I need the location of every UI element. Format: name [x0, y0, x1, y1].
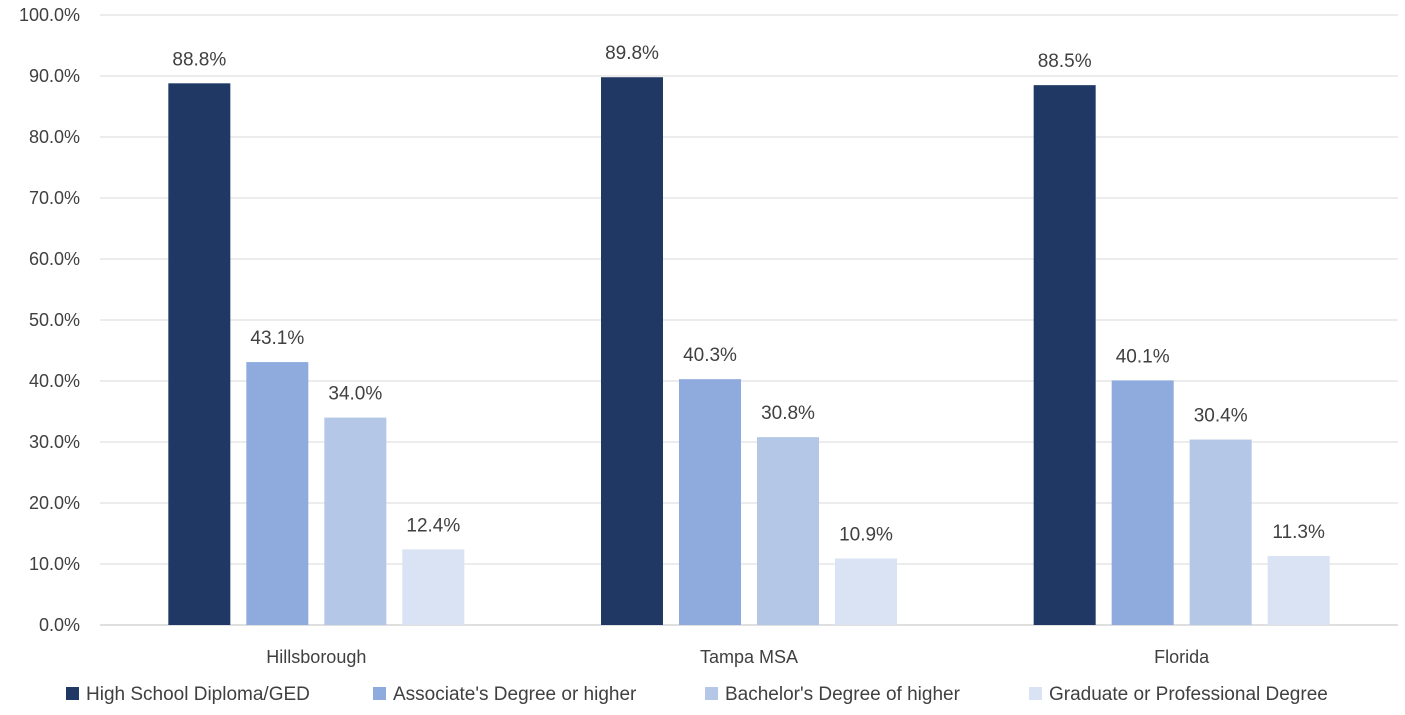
y-tick-label: 30.0%	[29, 432, 80, 452]
y-tick-label: 70.0%	[29, 188, 80, 208]
data-label: 43.1%	[250, 328, 304, 349]
data-labels: 88.8% 43.1% 34.0% 12.4% 89.8% 40.3% 30.8% 10.9%…	[172, 43, 1325, 545]
bar	[168, 83, 231, 625]
bars	[168, 77, 1330, 626]
y-tick-label: 80.0%	[29, 127, 80, 147]
bar	[757, 437, 819, 625]
legend-label: High School Diploma/GED	[86, 684, 310, 705]
bar	[1189, 439, 1252, 625]
x-axis-categories: Hillsborough Tampa MSA Florida	[266, 647, 1210, 667]
x-category-label: Hillsborough	[266, 647, 366, 667]
y-tick-label: 50.0%	[29, 310, 80, 330]
data-label: 34.0%	[328, 384, 382, 405]
data-label: 88.5%	[1038, 51, 1092, 72]
bar	[402, 549, 465, 625]
y-tick-label: 10.0%	[29, 554, 80, 574]
legend-swatch	[1029, 687, 1042, 700]
legend: High School Diploma/GED Associate's Degre…	[66, 684, 1328, 705]
bar	[835, 558, 897, 625]
gridlines	[100, 14, 1398, 626]
bar	[246, 362, 309, 625]
y-tick-label: 100.0%	[19, 5, 80, 25]
legend-swatch	[705, 687, 718, 700]
bar	[324, 417, 387, 625]
data-label: 30.8%	[761, 403, 815, 424]
legend-swatch	[66, 687, 79, 700]
data-label: 89.8%	[605, 43, 659, 64]
data-label: 40.1%	[1116, 346, 1170, 367]
y-axis-ticks: 0.0% 10.0% 20.0% 30.0% 40.0% 50.0% 60.0% 70.0% 8…	[19, 5, 80, 635]
legend-label: Bachelor's Degree of higher	[725, 684, 961, 705]
data-label: 10.9%	[839, 525, 893, 546]
bar	[601, 77, 663, 626]
legend-label: Associate's Degree or higher	[393, 684, 637, 705]
y-tick-label: 0.0%	[39, 615, 80, 635]
data-label: 12.4%	[406, 515, 460, 536]
y-tick-label: 60.0%	[29, 249, 80, 269]
data-label: 30.4%	[1194, 406, 1248, 427]
data-label: 88.8%	[172, 49, 226, 70]
bar	[1111, 380, 1174, 625]
legend-swatch	[373, 687, 386, 700]
bar	[1267, 556, 1330, 625]
data-label: 11.3%	[1272, 522, 1325, 543]
x-category-label: Florida	[1154, 647, 1210, 667]
y-tick-label: 90.0%	[29, 66, 80, 86]
y-tick-label: 20.0%	[29, 493, 80, 513]
data-label: 40.3%	[683, 345, 737, 366]
bar	[679, 379, 741, 625]
bar	[1033, 85, 1096, 625]
legend-label: Graduate or Professional Degree	[1049, 684, 1328, 705]
y-tick-label: 40.0%	[29, 371, 80, 391]
x-category-label: Tampa MSA	[700, 647, 798, 667]
